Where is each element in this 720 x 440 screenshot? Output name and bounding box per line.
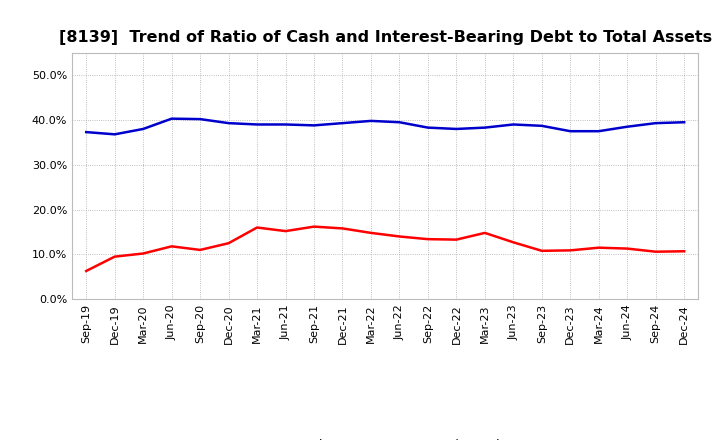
Cash: [167, 244, 176, 249]
Interest-Bearing Debt: [282, 122, 290, 127]
Cash: [452, 237, 461, 242]
Interest-Bearing Debt: [253, 122, 261, 127]
Interest-Bearing Debt: [110, 132, 119, 137]
Cash: [110, 254, 119, 259]
Interest-Bearing Debt: [452, 126, 461, 132]
Legend: Cash, Interest-Bearing Debt: Cash, Interest-Bearing Debt: [256, 433, 514, 440]
Interest-Bearing Debt: [366, 118, 375, 124]
Cash: [196, 247, 204, 253]
Title: [8139]  Trend of Ratio of Cash and Interest-Bearing Debt to Total Assets: [8139] Trend of Ratio of Cash and Intere…: [58, 29, 712, 45]
Interest-Bearing Debt: [423, 125, 432, 130]
Cash: [310, 224, 318, 229]
Cash: [537, 248, 546, 253]
Cash: [652, 249, 660, 254]
Cash: [366, 230, 375, 235]
Interest-Bearing Debt: [509, 122, 518, 127]
Interest-Bearing Debt: [139, 126, 148, 132]
Line: Interest-Bearing Debt: Interest-Bearing Debt: [86, 119, 684, 134]
Interest-Bearing Debt: [680, 120, 688, 125]
Cash: [282, 228, 290, 234]
Cash: [395, 234, 404, 239]
Line: Cash: Cash: [86, 227, 684, 271]
Interest-Bearing Debt: [652, 121, 660, 126]
Cash: [139, 251, 148, 256]
Interest-Bearing Debt: [167, 116, 176, 121]
Interest-Bearing Debt: [566, 128, 575, 134]
Interest-Bearing Debt: [310, 123, 318, 128]
Cash: [680, 249, 688, 254]
Interest-Bearing Debt: [225, 121, 233, 126]
Interest-Bearing Debt: [196, 117, 204, 122]
Interest-Bearing Debt: [537, 123, 546, 128]
Cash: [623, 246, 631, 251]
Interest-Bearing Debt: [82, 129, 91, 135]
Cash: [595, 245, 603, 250]
Interest-Bearing Debt: [480, 125, 489, 130]
Interest-Bearing Debt: [595, 128, 603, 134]
Cash: [423, 237, 432, 242]
Interest-Bearing Debt: [623, 124, 631, 129]
Cash: [253, 225, 261, 230]
Cash: [338, 226, 347, 231]
Cash: [509, 240, 518, 245]
Cash: [82, 268, 91, 274]
Interest-Bearing Debt: [338, 121, 347, 126]
Cash: [566, 248, 575, 253]
Cash: [480, 230, 489, 235]
Interest-Bearing Debt: [395, 120, 404, 125]
Cash: [225, 241, 233, 246]
